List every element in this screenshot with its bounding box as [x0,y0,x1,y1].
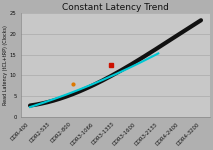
Y-axis label: Read Latency (tCL+tRP) (Clocks): Read Latency (tCL+tRP) (Clocks) [3,25,9,105]
Title: Constant Latency Trend: Constant Latency Trend [62,3,169,12]
